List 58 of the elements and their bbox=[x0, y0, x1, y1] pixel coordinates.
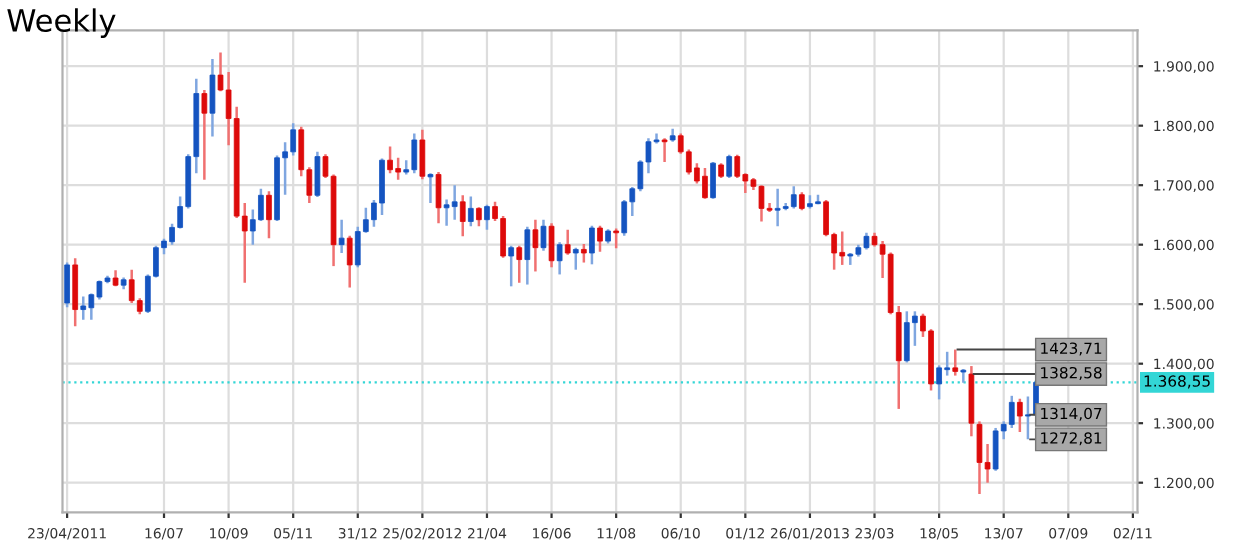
candlestick bbox=[589, 224, 595, 266]
candlestick bbox=[944, 350, 951, 377]
candlestick bbox=[508, 244, 515, 288]
candlestick bbox=[419, 128, 426, 181]
candlestick bbox=[201, 88, 208, 182]
candlestick bbox=[354, 225, 361, 269]
candlestick bbox=[346, 234, 353, 289]
candlestick bbox=[379, 157, 385, 217]
candlestick bbox=[572, 246, 579, 271]
candlestick bbox=[661, 136, 668, 164]
candlestick bbox=[290, 122, 297, 157]
candlestick bbox=[500, 214, 506, 260]
candlestick bbox=[960, 367, 967, 384]
candlestick bbox=[451, 183, 458, 221]
candlestick bbox=[734, 153, 741, 180]
candlestick bbox=[774, 187, 781, 228]
candlestick bbox=[952, 348, 959, 377]
candlestick bbox=[476, 205, 482, 228]
candlestick bbox=[80, 295, 87, 321]
candlestick bbox=[387, 145, 393, 175]
candlestick bbox=[702, 166, 708, 201]
candlestick bbox=[427, 172, 434, 205]
candlestick bbox=[532, 218, 539, 273]
candlestick bbox=[467, 195, 474, 228]
candlestick bbox=[556, 241, 563, 276]
candlestick bbox=[936, 364, 942, 401]
candlestick bbox=[839, 230, 846, 267]
candlestick bbox=[338, 218, 345, 255]
candlestick bbox=[72, 257, 79, 328]
candlestick bbox=[1017, 397, 1023, 434]
candlestick bbox=[790, 185, 797, 210]
candlestick bbox=[758, 183, 765, 223]
candlestick bbox=[64, 261, 70, 309]
candlestick bbox=[903, 310, 910, 364]
candlestick bbox=[516, 244, 523, 285]
candlestick bbox=[564, 228, 571, 257]
candlestick bbox=[128, 268, 135, 305]
candlestick bbox=[726, 153, 733, 180]
chart-title: Weekly bbox=[7, 8, 116, 38]
candlestick bbox=[395, 156, 401, 182]
candlestick bbox=[266, 189, 272, 240]
candlestick bbox=[411, 132, 418, 175]
candlestick bbox=[459, 194, 466, 238]
candlestick bbox=[613, 227, 619, 250]
candlestick bbox=[992, 426, 999, 473]
candlestick bbox=[209, 57, 216, 138]
candlestick bbox=[1025, 395, 1031, 441]
candlestick bbox=[581, 242, 587, 264]
candlestick bbox=[1008, 394, 1015, 430]
candlestick bbox=[597, 224, 603, 254]
candlestick bbox=[710, 160, 716, 201]
candlestick bbox=[524, 225, 531, 286]
candlestick bbox=[847, 251, 854, 267]
candlestick bbox=[540, 218, 547, 252]
candlestick bbox=[548, 222, 555, 269]
candlestick bbox=[314, 150, 321, 199]
candlestick bbox=[484, 203, 490, 232]
candlestick bbox=[435, 170, 442, 225]
